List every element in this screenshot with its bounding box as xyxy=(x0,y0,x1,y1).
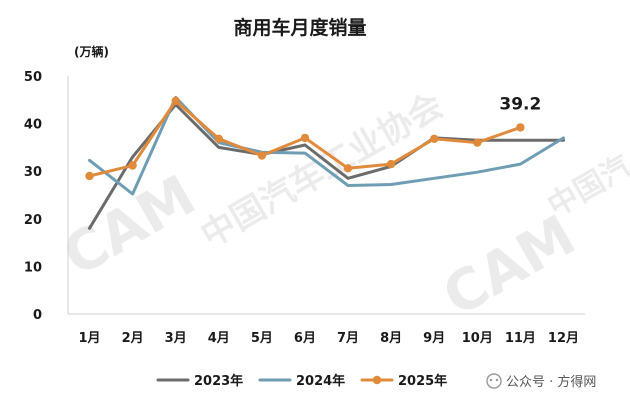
x-tick-label: 8月 xyxy=(380,331,402,346)
legend: 2023年 2024年 2025年 xyxy=(156,373,447,389)
y-unit-label: (万辆) xyxy=(74,44,109,59)
legend-label: 2025年 xyxy=(398,373,447,389)
watermark-logo: CAM xyxy=(53,163,207,289)
watermark-org-name: 中国汽车工业协会 xyxy=(194,85,450,256)
data-point xyxy=(214,134,223,143)
y-tick-labels: 0 10 20 30 40 50 xyxy=(24,70,42,323)
data-point xyxy=(171,96,180,106)
data-point xyxy=(257,151,267,160)
wechat-icon-dot xyxy=(489,378,493,382)
watermark: CAM 中国汽车工业协会 CAM 中国汽 xyxy=(53,85,630,329)
y-tick-label: 40 xyxy=(24,118,42,133)
data-label: 39.2 xyxy=(499,94,541,114)
legend-label: 2024年 xyxy=(296,373,345,389)
watermark-logo-right: CAM xyxy=(433,203,587,329)
data-point xyxy=(386,159,396,169)
legend-label: 2023年 xyxy=(194,373,243,389)
x-tick-label: 11月 xyxy=(505,331,536,346)
y-tick-label: 50 xyxy=(24,70,42,85)
footer-source-text: 公众号 · 方得网 xyxy=(506,374,596,390)
y-tick-label: 0 xyxy=(33,308,42,323)
x-tick-label: 1月 xyxy=(79,331,101,346)
x-tick-label: 2月 xyxy=(122,331,144,346)
legend-marker xyxy=(372,375,382,385)
wechat-icon-dot-2 xyxy=(495,378,499,382)
x-tick-label: 6月 xyxy=(294,331,316,346)
data-point xyxy=(300,133,310,143)
y-tick-label: 10 xyxy=(24,260,42,275)
x-tick-label: 4月 xyxy=(208,331,230,346)
x-tick-labels: 1月 2月 3月 4月 5月 6月 7月 8月 9月 10月 11月 12月 xyxy=(79,331,579,346)
x-tick-label: 10月 xyxy=(462,331,493,346)
data-point xyxy=(430,134,439,143)
footer-source: 公众号 · 方得网 xyxy=(486,373,596,390)
y-tick-label: 30 xyxy=(24,165,42,180)
x-tick-label: 12月 xyxy=(548,331,579,346)
watermark-short-name: 中国汽 xyxy=(542,149,630,224)
chart-title: 商用车月度销量 xyxy=(233,16,366,39)
data-point xyxy=(128,161,137,170)
y-tick-label: 20 xyxy=(24,213,42,228)
annotations: 39.2 xyxy=(499,94,541,114)
data-point xyxy=(343,164,353,173)
x-tick-label: 3月 xyxy=(165,331,187,346)
data-point xyxy=(473,138,482,147)
wechat-icon xyxy=(486,373,502,389)
data-point xyxy=(85,171,94,181)
x-tick-label: 7月 xyxy=(337,331,359,346)
series-markers xyxy=(85,96,525,181)
x-tick-label: 9月 xyxy=(423,331,445,346)
x-tick-label: 5月 xyxy=(251,331,273,346)
data-point xyxy=(516,123,525,132)
